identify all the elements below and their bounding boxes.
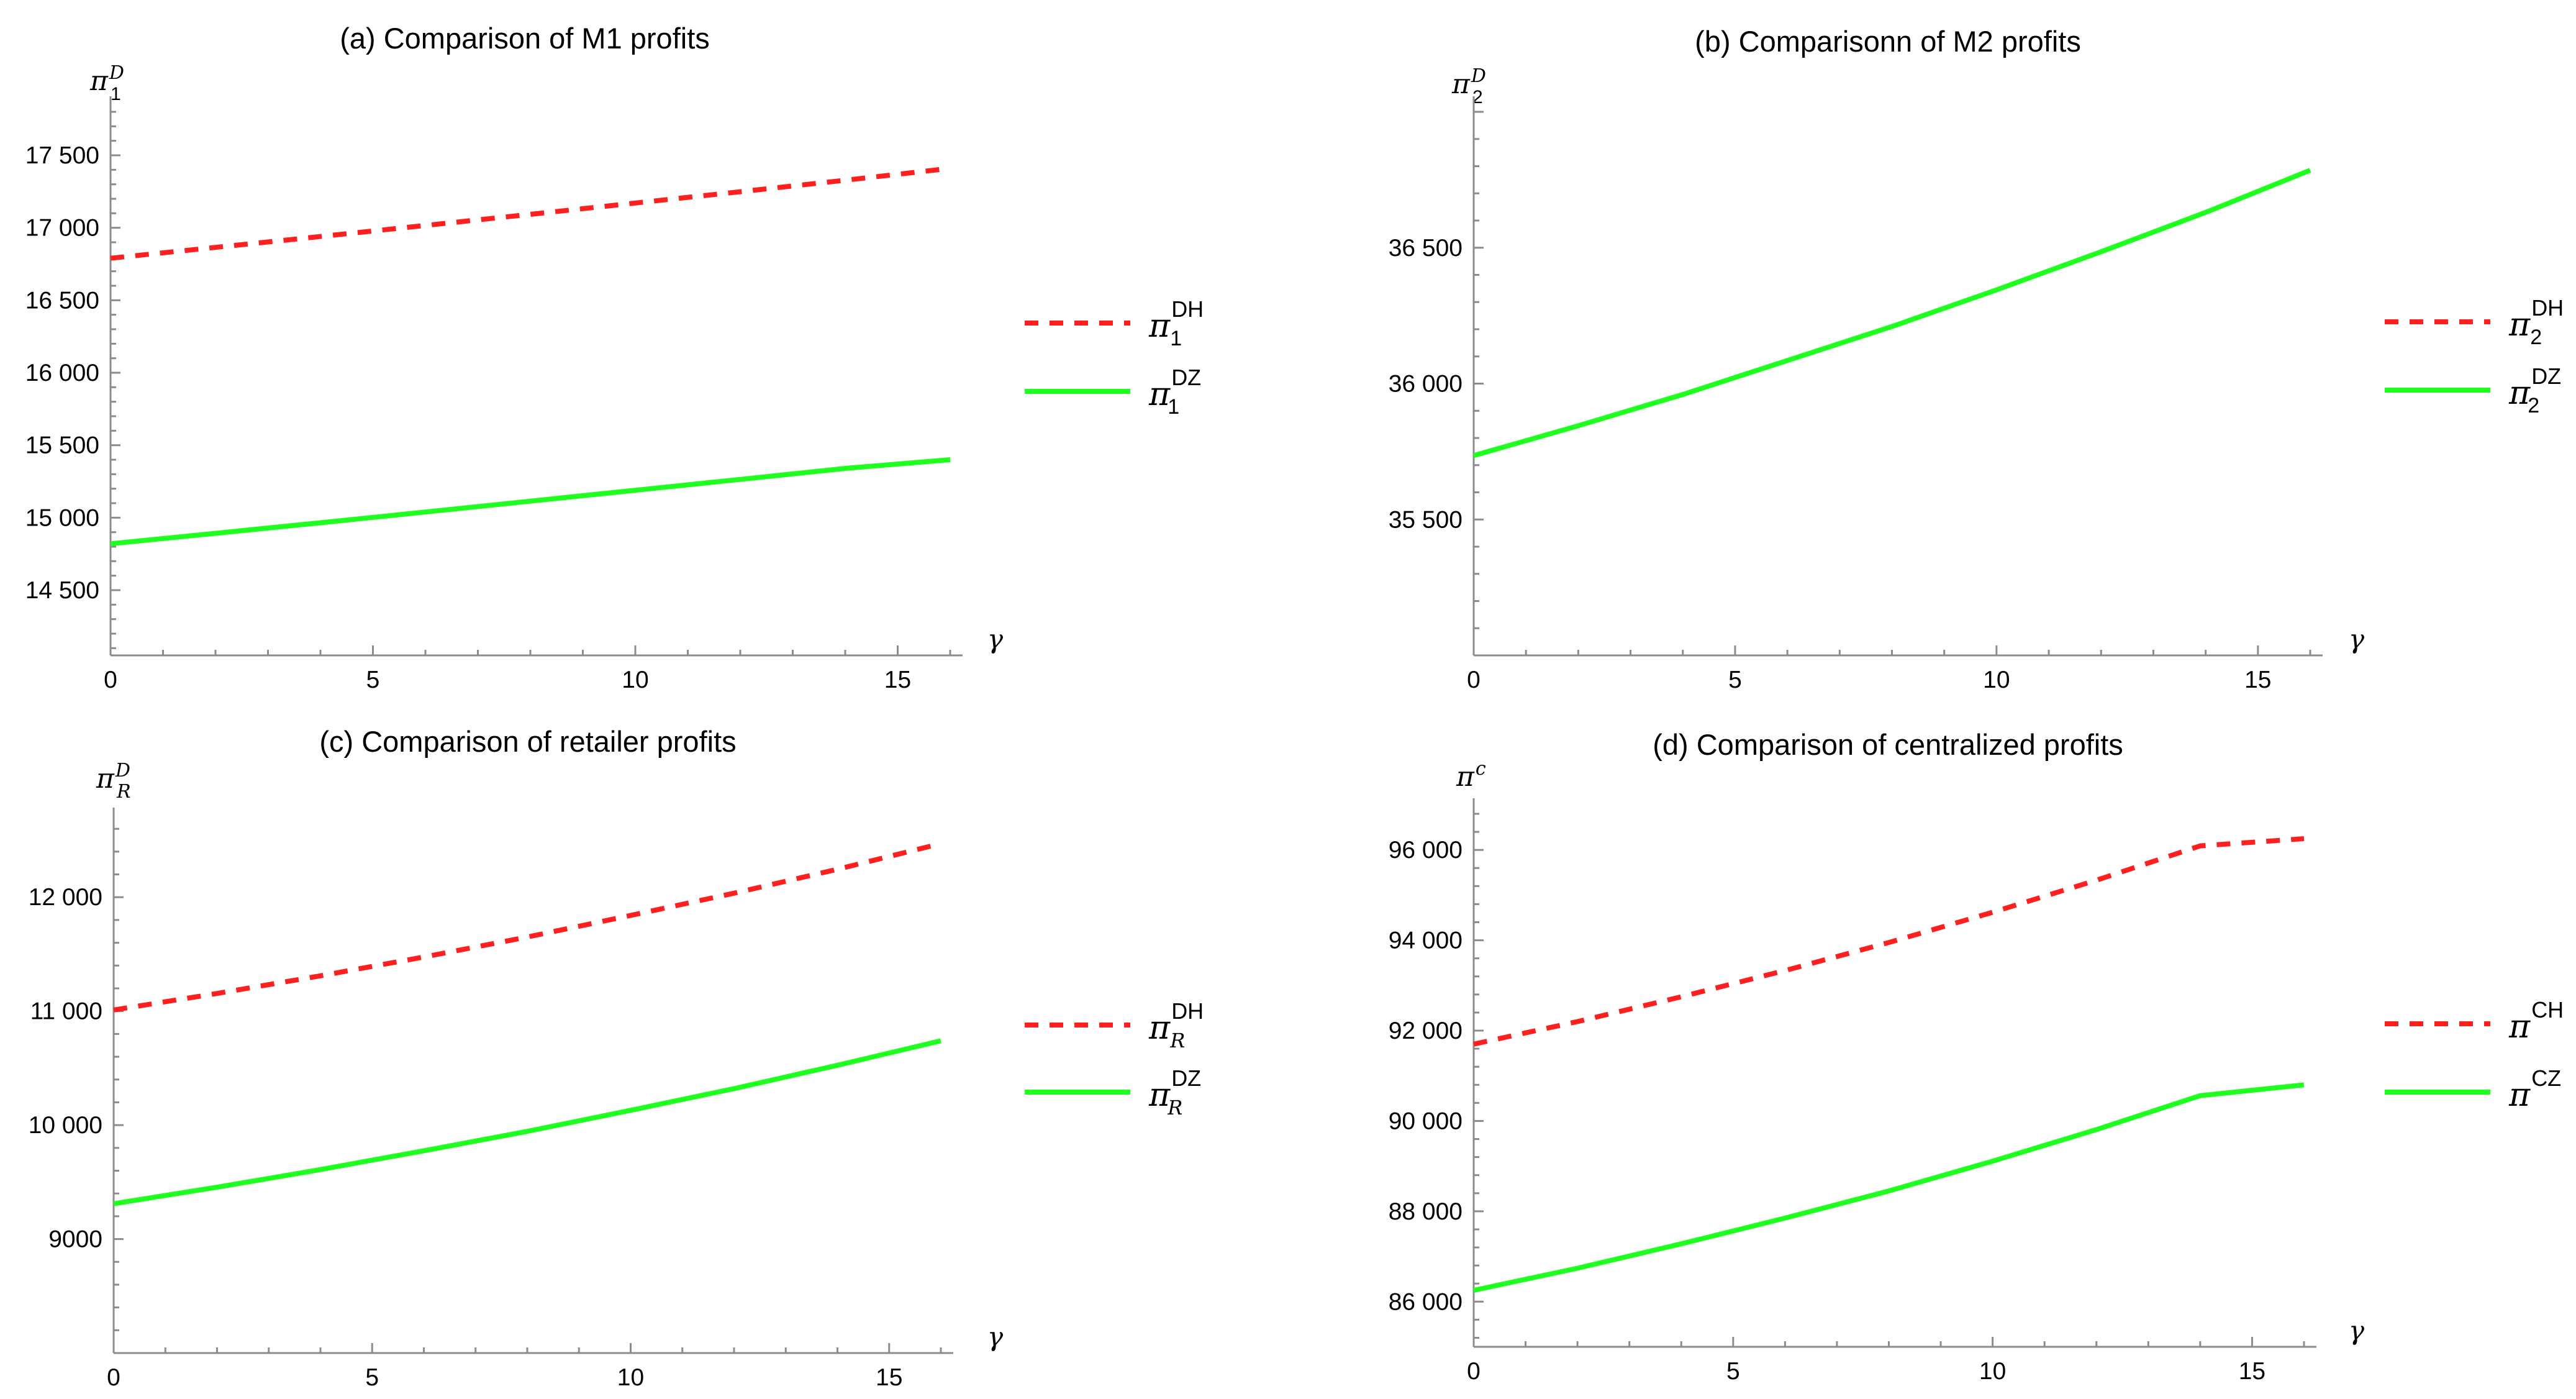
legend-label-dz: πDZ 1 — [1148, 365, 1201, 419]
y-tick-label: 15 000 — [25, 504, 99, 531]
y-tick-label: 36 500 — [1389, 235, 1463, 262]
y-tick-label: 94 000 — [1389, 927, 1463, 954]
legend-label-ch: πCH — [2508, 997, 2564, 1046]
y-axis-label: πD 2 — [1451, 65, 1486, 107]
x-axis-label: γ — [987, 1321, 1004, 1352]
y-tick-label: 35 500 — [1389, 506, 1463, 533]
series-line-dh — [113, 841, 941, 1013]
series-line-cz — [1473, 1082, 2305, 1293]
y-tick-label: 9000 — [48, 1226, 102, 1253]
chart-panel-a: (a) Comparison of M1 profits πD 1 0 5 10 15 14 … — [25, 22, 1204, 693]
y-tick-label: 36 000 — [1389, 371, 1463, 398]
y-tick-label: 92 000 — [1389, 1018, 1463, 1044]
x-tick-label: 10 — [1983, 667, 2010, 693]
chart-panel-c: (c) Comparison of retailer profits πD R 0 5 1… — [29, 725, 1204, 1391]
x-tick-label: 10 — [622, 667, 648, 693]
series-line-dz — [110, 457, 951, 547]
chart-title: (b) Comparisonn of M2 profits — [1695, 25, 2081, 58]
x-tick-label: 0 — [107, 1364, 120, 1391]
y-tick-label: 14 500 — [25, 577, 99, 604]
y-tick-label: 10 000 — [29, 1112, 102, 1139]
y-tick-label: 88 000 — [1389, 1198, 1463, 1225]
x-tick-label: 10 — [617, 1364, 644, 1391]
chart-title: (a) Comparison of M1 profits — [340, 22, 710, 55]
legend-label-dz: πDZ R — [1148, 1065, 1201, 1119]
chart-title: (c) Comparison of retailer profits — [319, 725, 736, 758]
y-tick-label: 90 000 — [1389, 1108, 1463, 1134]
y-tick-label: 17 500 — [25, 142, 99, 169]
x-tick-label: 10 — [1979, 1358, 2006, 1385]
x-axis-label: γ — [987, 624, 1004, 654]
x-tick-label: 5 — [366, 667, 380, 693]
y-tick-label: 16 000 — [25, 360, 99, 386]
series-line-ch — [1473, 836, 2305, 1047]
x-tick-label: 5 — [1728, 667, 1742, 693]
x-tick-label: 5 — [1726, 1358, 1740, 1385]
y-axis-label: πD R — [96, 760, 131, 803]
y-axis-label: πD 1 — [89, 62, 124, 104]
x-tick-label: 0 — [104, 667, 117, 693]
x-tick-label: 0 — [1467, 1358, 1481, 1385]
x-tick-label: 15 — [884, 667, 911, 693]
x-axis-label: γ — [2349, 1315, 2365, 1346]
chart-panel-b: (b) Comparisonn of M2 profits πD 2 0 5 10 15 35… — [1389, 25, 2564, 693]
series-line-dz — [113, 1038, 941, 1206]
x-tick-label: 15 — [2239, 1358, 2265, 1385]
y-tick-label: 12 000 — [29, 884, 102, 911]
chart-title: (d) Comparison of centralized profits — [1653, 728, 2123, 761]
x-tick-label: 5 — [365, 1364, 379, 1391]
x-axis-label: γ — [2349, 624, 2365, 654]
chart-panel-d: (d) Comparison of centralized profits πc 0… — [1389, 728, 2564, 1385]
y-axis-label: πc — [1456, 758, 1486, 793]
x-tick-label: 15 — [2244, 667, 2271, 693]
legend-label-dh: πDH 2 — [2508, 295, 2564, 349]
y-tick-label: 15 500 — [25, 432, 99, 459]
legend-label-cz: πCZ — [2508, 1065, 2561, 1114]
legend-label-dz: πDZ 2 — [2508, 363, 2561, 417]
y-tick-label: 17 000 — [25, 215, 99, 242]
x-tick-label: 0 — [1467, 667, 1481, 693]
series-line-dz — [1472, 168, 2311, 458]
y-tick-label: 16 500 — [25, 287, 99, 314]
y-tick-label: 86 000 — [1389, 1288, 1463, 1315]
y-tick-label: 96 000 — [1389, 837, 1463, 864]
x-tick-label: 15 — [876, 1364, 902, 1391]
legend-label-dh: πDH R — [1148, 998, 1204, 1052]
y-tick-label: 11 000 — [30, 998, 102, 1025]
legend-label-dh: πDH 1 — [1148, 296, 1204, 350]
series-line-dh — [110, 166, 951, 261]
